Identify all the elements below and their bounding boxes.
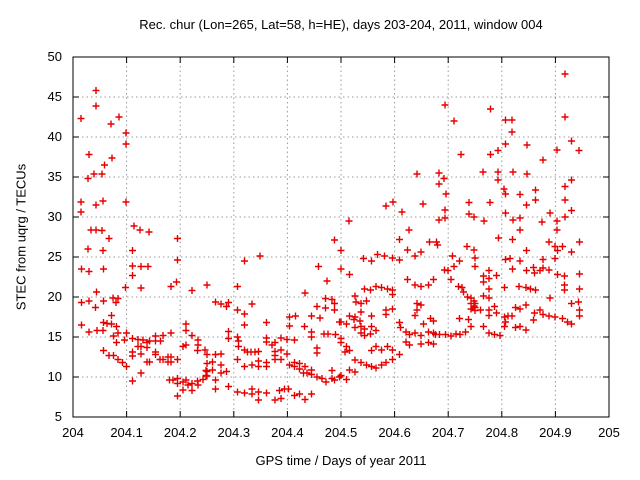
y-tick-label: 25 <box>48 249 62 264</box>
x-tick-label: 205 <box>598 425 620 440</box>
x-axis-label: GPS time / Days of year 2011 <box>255 453 427 468</box>
x-tick-label: 204.7 <box>432 425 465 440</box>
x-tick-label: 204.4 <box>271 425 304 440</box>
y-tick-label: 5 <box>55 409 62 424</box>
y-tick-label: 45 <box>48 89 62 104</box>
x-tick-label: 204.2 <box>164 425 197 440</box>
y-tick-label: 15 <box>48 329 62 344</box>
y-tick-label: 30 <box>48 209 62 224</box>
y-tick-label: 10 <box>48 369 62 384</box>
x-tick-label: 204.6 <box>378 425 411 440</box>
y-tick-label: 50 <box>48 49 62 64</box>
x-tick-label: 204 <box>62 425 84 440</box>
x-tick-label: 204.3 <box>218 425 251 440</box>
tick-marks <box>72 56 610 418</box>
scatter-points <box>77 70 583 404</box>
x-tick-label: 204.9 <box>539 425 572 440</box>
y-tick-label: 20 <box>48 289 62 304</box>
plot-title: Rec. chur (Lon=265, Lat=58, h=HE), days … <box>139 17 543 32</box>
tick-labels: 204 204.1 204.2 204.3 204.4 204.5 204.6 204.7 20… <box>48 49 620 440</box>
grid-lines <box>73 57 609 417</box>
x-tick-label: 204.1 <box>110 425 143 440</box>
x-tick-label: 204.5 <box>325 425 358 440</box>
x-tick-label: 204.8 <box>486 425 519 440</box>
y-tick-label: 40 <box>48 129 62 144</box>
y-tick-label: 35 <box>48 169 62 184</box>
y-axis-label: STEC from uqrg / TECUs <box>13 163 29 311</box>
